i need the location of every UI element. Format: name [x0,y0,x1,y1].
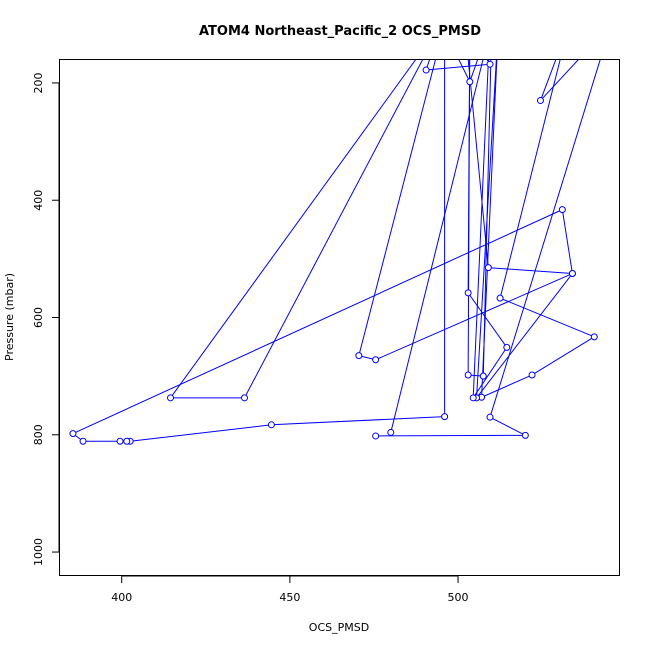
data-point [503,343,511,351]
data-point [521,431,529,439]
data-point [355,352,363,360]
y-tick-label: 200 [32,72,45,93]
data-point [496,294,504,302]
series-segment [472,347,508,399]
x-tick-label: 500 [448,591,469,604]
series-lines [72,59,601,442]
series-segment [539,59,557,101]
series-segment [488,267,573,275]
data-point [466,78,474,86]
series-segment [467,292,508,348]
series-segment [390,59,484,433]
data-point [484,264,492,272]
data-point [590,333,598,341]
series-segment [481,374,533,398]
data-point [608,21,614,27]
series-segment [130,424,272,442]
series-segment [375,273,573,361]
data-point [487,21,493,27]
data-point [79,437,87,445]
data-point [464,371,472,379]
series-segment [358,59,437,356]
data-point [116,437,124,445]
series-segment [425,59,431,71]
data-point [387,428,395,436]
data-point [528,371,536,379]
data-point [123,437,131,445]
chart-title: ATOM4 Northeast_Pacific_2 OCS_PMSD [199,24,481,39]
data-point [486,413,494,421]
data-point [479,372,487,380]
series-segment [458,59,471,83]
series-segment [531,336,595,376]
x-tick-label: 400 [111,591,132,604]
x-axis: 400 450 500 [111,575,469,604]
data-point [372,356,380,364]
series-segment [244,59,424,399]
y-tick-label: 600 [32,307,45,328]
series-segment [467,59,489,268]
series-segment [469,59,479,82]
data-point [558,206,566,214]
plot-frame [59,59,620,576]
series-segment [170,59,417,399]
data-point [166,394,174,402]
series-segment [540,59,580,101]
series-segment [426,63,491,71]
data-point [536,97,544,105]
data-point [566,21,572,27]
y-tick-label: 800 [32,424,45,445]
series-segment [271,416,445,426]
y-tick-label: 400 [32,190,45,211]
y-axis: 200 400 600 800 1000 [32,72,60,566]
series-segment [561,209,573,274]
series-segment [72,209,563,435]
series-segment [472,59,489,398]
series-segment [375,434,526,437]
series-segment [489,59,601,418]
data-point [267,421,275,429]
series-points [69,21,614,445]
data-point [486,60,494,68]
series-segment [482,59,492,377]
series-segment [499,59,561,299]
data-point [422,66,430,74]
data-point [469,394,477,402]
data-point [489,21,495,27]
y-axis-label: Pressure (mbar) [3,273,16,361]
data-point [489,21,495,27]
y-tick-label: 1000 [32,538,45,566]
data-point [464,289,472,297]
series-segment [489,416,526,436]
data-point [69,430,77,438]
data-point [568,270,576,278]
x-tick-label: 450 [279,591,300,604]
data-point [441,413,449,421]
data-point [495,21,501,27]
series-segment [476,273,573,399]
data-point [240,394,248,402]
x-axis-label: OCS_PMSD [309,621,369,634]
series-segment [499,297,595,338]
data-point [372,432,380,440]
